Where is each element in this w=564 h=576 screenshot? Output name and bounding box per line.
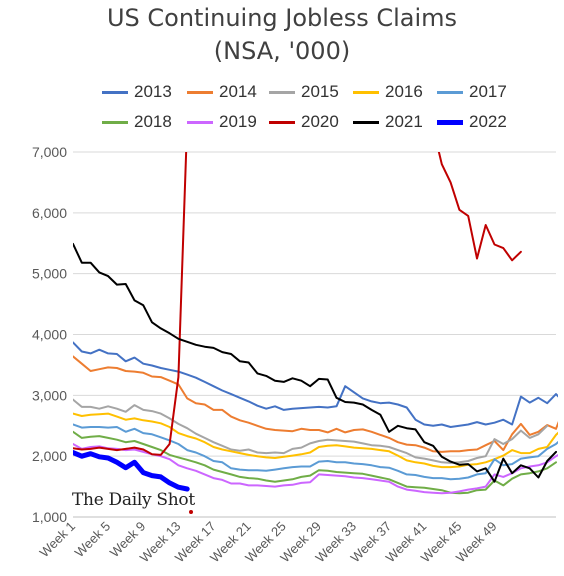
series-line-2021 [73, 242, 557, 483]
legend-item-2021: 2021 [353, 111, 423, 133]
series-line-2018 [73, 430, 557, 495]
legend-swatch [187, 120, 213, 124]
y-tick-label: 4,000 [32, 327, 67, 343]
legend-label: 2016 [385, 82, 423, 101]
series-line-2020 [73, 152, 522, 456]
legend-item-2022: 2022 [437, 111, 507, 133]
legend-label: 2018 [134, 112, 172, 131]
legend-label: 2020 [301, 112, 339, 131]
legend-label: 2017 [469, 82, 507, 101]
legend-item-2017: 2017 [437, 81, 507, 103]
series-line-2022 [73, 450, 190, 492]
y-tick-label: 5,000 [32, 266, 67, 282]
legend-item-2013: 2013 [102, 81, 172, 103]
series-line-2017 [73, 423, 558, 481]
legend-label: 2013 [134, 82, 172, 101]
legend-swatch [437, 119, 463, 125]
series-line-2013 [73, 341, 558, 428]
legend-swatch [353, 120, 379, 124]
legend-item-2014: 2014 [187, 81, 257, 103]
y-tick-label: 1,000 [32, 509, 67, 525]
legend-label: 2022 [469, 112, 507, 131]
chart-title: US Continuing Jobless Claims [106, 4, 458, 32]
series-line-2015 [73, 398, 549, 464]
watermark-dot [189, 510, 193, 514]
legend-swatch [269, 90, 295, 94]
legend-swatch [437, 90, 463, 94]
y-tick-label: 2,000 [32, 448, 67, 464]
legend-swatch [102, 90, 128, 94]
legend-item-2015: 2015 [269, 81, 339, 103]
series-line-2016 [73, 412, 558, 469]
legend-item-2018: 2018 [102, 111, 172, 133]
y-tick-label: 7,000 [32, 144, 67, 160]
y-tick-label: 6,000 [32, 205, 67, 221]
legend-swatch [353, 90, 379, 94]
legend-swatch [102, 120, 128, 124]
legend-swatch [269, 120, 295, 124]
legend-item-2016: 2016 [353, 81, 423, 103]
legend-swatch [187, 90, 213, 94]
legend-item-2019: 2019 [187, 111, 257, 133]
series-line-2014 [73, 355, 558, 453]
legend-label: 2014 [219, 82, 257, 101]
legend-label: 2015 [301, 82, 339, 101]
legend-item-2020: 2020 [269, 111, 339, 133]
y-tick-label: 3,000 [32, 387, 67, 403]
x-tick-label: Week 5 [72, 519, 114, 561]
legend-label: 2019 [219, 112, 257, 131]
watermark-logo: The Daily Shot [72, 490, 195, 510]
chart-subtitle: (NSA, '000) [213, 37, 351, 65]
legend-label: 2021 [385, 112, 423, 131]
